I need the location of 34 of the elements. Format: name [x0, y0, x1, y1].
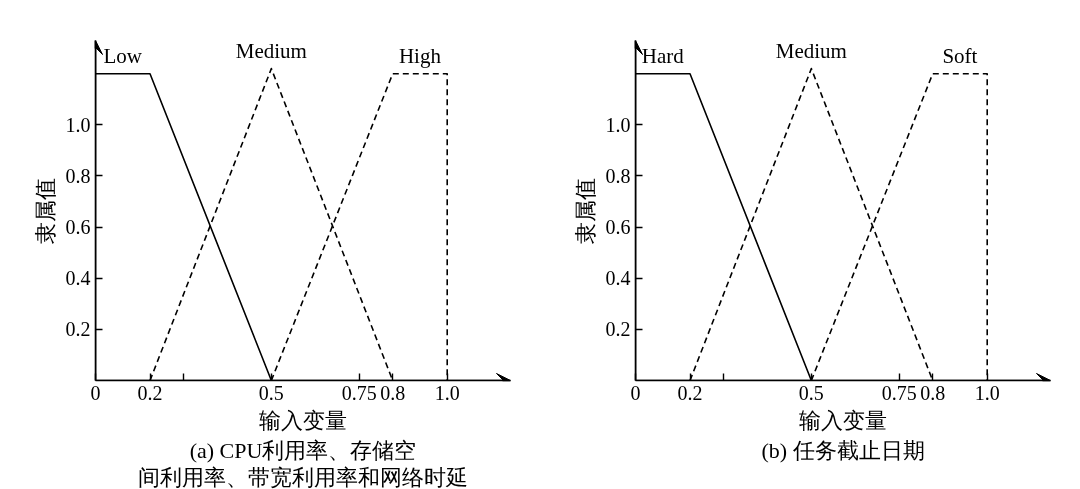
x-tick-label: 0.8 [920, 381, 946, 404]
y-tick-label: 0.2 [605, 318, 631, 341]
x-tick-label: 0.5 [798, 381, 824, 404]
legend-label: Hard [641, 43, 685, 68]
y-tick-label: 0.4 [65, 267, 91, 290]
x-tick-label: 1.0 [434, 381, 460, 404]
x-tick-label: 0 [90, 381, 101, 404]
series-label: High [398, 43, 442, 68]
y-tick-label: 1.0 [65, 113, 91, 136]
y-axis-title: 隶属值 [572, 177, 598, 244]
y-tick-label: 0.8 [605, 164, 631, 187]
x-tick-label: 0 [630, 381, 641, 404]
x-tick-label: 0.2 [677, 381, 703, 404]
x-axis-title: 输入变量 [799, 407, 887, 433]
y-tick-label: 0.2 [65, 318, 91, 341]
y-tick-label: 0.4 [605, 267, 631, 290]
y-tick-label: 0.6 [65, 216, 91, 239]
x-tick-label: 0.2 [137, 381, 163, 404]
x-tick-label: 0.75 [881, 381, 917, 404]
text: (b) 任务截止日期 [761, 437, 925, 463]
legend-label: Low [103, 43, 143, 68]
x-tick-label: 0.5 [258, 381, 284, 404]
y-tick-label: 1.0 [605, 113, 631, 136]
series-label: Medium [775, 38, 847, 63]
series-label: Medium [235, 38, 307, 63]
x-axis-title: 输入变量 [259, 407, 347, 433]
text: (a) CPU利用率、存储空间利用率、带宽利用率和网络时延 [138, 437, 468, 489]
x-tick-label: 0.8 [380, 381, 406, 404]
x-tick-label: 0.75 [341, 381, 377, 404]
y-tick-label: 0.8 [65, 164, 91, 187]
x-tick-label: 1.0 [974, 381, 1000, 404]
series-label: Soft [942, 43, 978, 68]
y-axis-title: 隶属值 [32, 177, 58, 244]
y-tick-label: 0.6 [605, 216, 631, 239]
